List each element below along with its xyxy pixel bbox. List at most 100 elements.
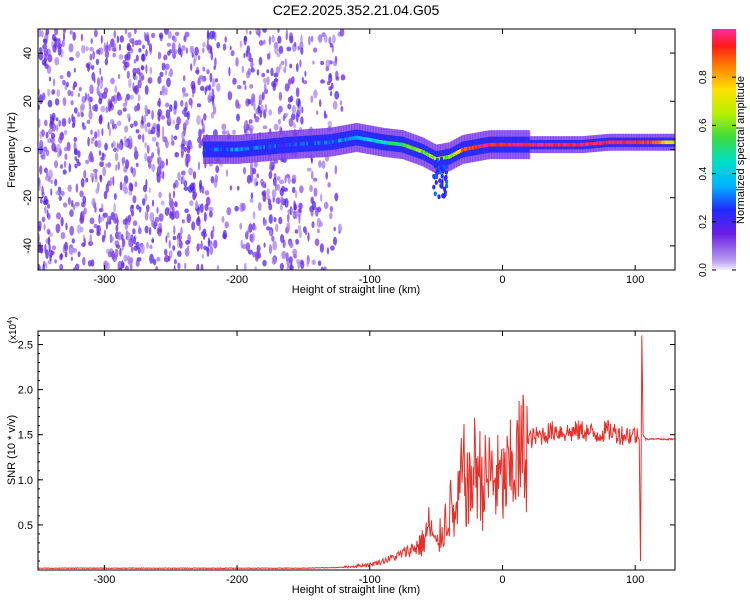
spectrogram-noise-cell — [313, 89, 318, 99]
spectrogram-noise-cell — [140, 124, 145, 129]
spectrogram-noise-cell — [202, 228, 207, 235]
spectrogram-ridge-cell — [398, 142, 402, 147]
spectrogram-ridge-cell — [640, 140, 644, 145]
spectrogram-noise-cell — [102, 91, 107, 99]
spectrogram-ridge-cell — [631, 140, 634, 145]
spectrogram-noise-cell — [59, 263, 64, 270]
spectrogram-noise-cell — [164, 248, 168, 256]
spectrogram-ridge-cell — [476, 145, 480, 149]
spectrogram-ridge-cell — [456, 150, 459, 155]
spectrogram-noise-cell — [328, 36, 332, 45]
spectrogram-ridge-cell — [483, 143, 486, 148]
spectrogram-noise-cell — [113, 202, 116, 213]
spectrogram-noise-cell — [254, 115, 260, 123]
spectrogram-noise-cell — [268, 244, 273, 255]
spectrogram-ridge-cell — [526, 142, 529, 147]
spectrogram-noise-cell — [340, 106, 344, 112]
spectrogram-noise-cell — [261, 91, 265, 101]
spectrogram-noise-cell — [279, 262, 284, 270]
x-tick-label: 0 — [499, 574, 505, 586]
colorbar-tick-label: 0.4 — [698, 166, 709, 180]
spectrogram-noise-cell — [53, 78, 56, 87]
spectrogram-noise-cell — [325, 66, 330, 72]
spectrogram-noise-cell — [195, 217, 201, 227]
spectrogram-ridge-cell — [671, 140, 674, 145]
x-tick-label: -300 — [93, 574, 115, 586]
spectrogram-ridge-cell — [298, 142, 301, 146]
spectrogram-noise-cell — [65, 222, 68, 231]
spectrogram-ridge-cell — [644, 140, 647, 145]
spectrogram-noise-cell — [328, 74, 333, 84]
spectrogram-ridge-cell — [392, 141, 395, 146]
spectrogram-ridge-cell — [359, 136, 362, 140]
spectrogram-ridge-cell — [556, 142, 559, 147]
spectrogram-noise-cell — [70, 256, 73, 262]
spectrogram-noise-cell — [229, 45, 232, 51]
spectrogram-noise-cell — [54, 29, 59, 36]
spectrogram-ridge-cell — [317, 141, 320, 145]
spectrogram-noise-cell — [38, 148, 41, 155]
spectrogram-noise-cell — [263, 39, 266, 45]
spectrogram-noise-cell — [194, 46, 199, 56]
spectrogram-noise-cell — [43, 38, 48, 45]
spectrogram-noise-cell — [68, 43, 74, 53]
spectrogram-noise-cell — [109, 181, 112, 187]
spectrogram-noise-cell — [133, 245, 139, 251]
spectrogram-ridge-cell — [374, 139, 378, 143]
spectrogram-ridge-cell — [266, 144, 269, 149]
spectrogram-noise-cell — [57, 151, 61, 158]
spectrogram-noise-cell — [327, 120, 333, 127]
spectrogram-noise-cell — [77, 251, 81, 258]
spectrogram-noise-cell — [48, 243, 51, 253]
spectrogram-noise-cell — [142, 133, 145, 143]
spectrogram-noise-cell — [253, 102, 256, 111]
spectrogram-ridge-cell — [336, 139, 340, 143]
spectrogram-noise-cell — [175, 123, 180, 130]
spectrogram-noise-cell — [107, 121, 110, 130]
spectrogram-noise-cell — [103, 42, 106, 52]
spectrogram-ridge-cell — [467, 146, 470, 151]
spectrogram-noise-cell — [79, 216, 85, 224]
spectrogram-ridge-cell — [515, 142, 518, 147]
spectrogram-ridge-cell — [363, 137, 367, 141]
spectrogram-ridge-cell — [390, 141, 394, 146]
spectrogram-noise-cell — [298, 105, 302, 114]
spectrogram-noise-cell — [164, 207, 170, 216]
spectrogram-noise-cell — [313, 187, 318, 197]
spectrogram-noise-cell — [192, 171, 197, 180]
spectrogram-ridge-cell — [231, 147, 234, 152]
spectrogram-noise-cell — [304, 70, 307, 77]
spectrogram-ridge-cell — [225, 147, 228, 152]
spectrogram-noise-cell — [69, 209, 74, 218]
spectrogram-noise-cell — [239, 222, 242, 230]
spectrogram-noise-cell — [221, 123, 227, 131]
spectrogram-noise-cell — [299, 59, 302, 68]
spectrogram-noise-cell — [311, 221, 315, 229]
spectrogram-ridge-cell — [400, 142, 403, 147]
spectrogram-noise-cell — [182, 75, 186, 82]
spectrogram-noise-cell — [232, 77, 237, 85]
spectrogram-noise-cell — [314, 238, 320, 246]
spectrogram-ridge-cell — [572, 142, 575, 147]
spectrogram-noise-cell — [165, 87, 168, 96]
spectrogram-noise-cell — [258, 202, 262, 211]
spectrogram-noise-cell — [254, 266, 257, 270]
spectrogram-ridge-cell — [470, 146, 473, 150]
spectrogram-noise-cell — [138, 206, 142, 213]
spectrogram-ridge-cell — [215, 147, 218, 152]
spectrogram-noise-cell — [55, 190, 60, 196]
spectrogram-tail-cell — [437, 165, 441, 171]
spectrogram-ridge-cell — [591, 141, 594, 146]
spectrogram-noise-cell — [190, 63, 193, 71]
spectrogram-noise-cell — [100, 105, 106, 113]
spectrogram-noise-cell — [124, 265, 130, 270]
spectrogram-noise-cell — [226, 207, 232, 216]
spectrogram-noise-cell — [194, 202, 199, 210]
spectrogram-noise-cell — [237, 85, 242, 90]
spectrogram-ridge-cell — [462, 147, 465, 152]
spectrogram-noise-cell — [95, 58, 100, 66]
spectrogram-noise-cell — [162, 133, 165, 142]
spectrogram-noise-cell — [158, 191, 162, 198]
spectrogram-ridge-cell — [473, 145, 476, 150]
spectrogram-ridge-cell — [457, 149, 461, 154]
